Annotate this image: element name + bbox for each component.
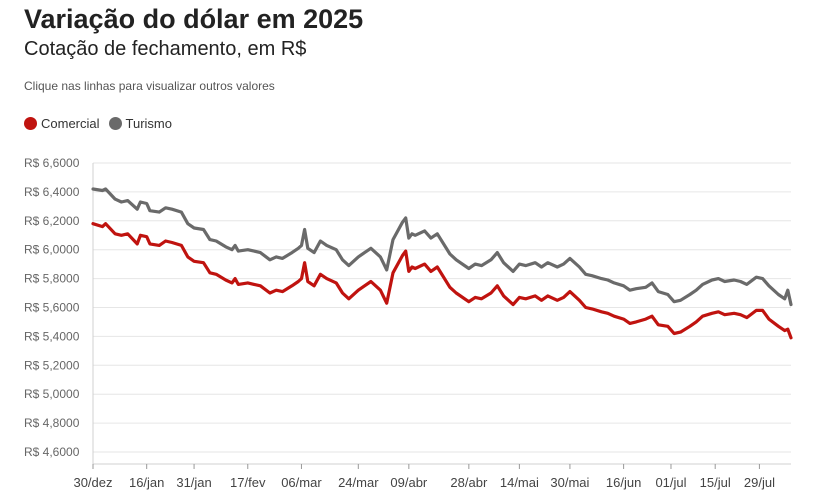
y-tick-label: R$ 4,8000 [24, 416, 80, 430]
x-tick-label: 06/mar [281, 475, 322, 490]
x-tick-label: 30/dez [73, 475, 112, 490]
series-line-comercial[interactable] [91, 222, 793, 340]
y-tick-label: R$ 6,4000 [24, 185, 80, 199]
x-tick-label: 30/mai [550, 475, 589, 490]
x-tick-label: 15/jul [700, 475, 731, 490]
chart-grid [92, 162, 791, 465]
chart-lines [91, 187, 793, 340]
x-tick-label: 16/jun [606, 475, 641, 490]
legend: Comercial Turismo [24, 116, 181, 131]
legend-label-turismo: Turismo [125, 116, 172, 131]
chart-hint: Clique nas linhas para visualizar outros… [24, 79, 275, 93]
y-tick-label: R$ 5,0000 [24, 387, 80, 401]
chart-subtitle: Cotação de fechamento, em R$ [24, 38, 307, 60]
y-tick-label: R$ 4,6000 [24, 445, 80, 459]
x-tick-label: 29/jul [744, 475, 775, 490]
legend-label-comercial: Comercial [41, 116, 100, 131]
chart-title: Variação do dólar em 2025 [24, 4, 364, 34]
legend-swatch-turismo [108, 117, 122, 130]
x-axis: 30/dez 16/jan 31/jan 17/fev 06/mar 24/mar 09/a… [73, 464, 775, 490]
y-tick-label: R$ 6,0000 [24, 243, 80, 257]
legend-item-comercial[interactable]: Comercial [24, 116, 100, 131]
legend-swatch-comercial [24, 117, 37, 130]
x-tick-label: 17/fev [230, 475, 266, 490]
x-tick-label: 14/mai [500, 475, 539, 490]
legend-item-turismo[interactable]: Turismo [108, 116, 172, 131]
y-tick-label: R$ 5,8000 [24, 272, 80, 286]
y-tick-label: R$ 6,6000 [24, 156, 80, 170]
x-tick-label: 16/jan [129, 475, 164, 490]
y-tick-label: R$ 6,2000 [24, 214, 80, 228]
x-tick-label: 28/abr [450, 475, 488, 490]
y-axis: R$ 6,6000 R$ 6,4000 R$ 6,2000 R$ 6,0000 R$ 5… [24, 156, 80, 459]
x-tick-label: 31/jan [176, 475, 211, 490]
x-tick-label: 09/abr [390, 475, 428, 490]
x-tick-label: 24/mar [338, 475, 379, 490]
x-tick-label: 01/jul [655, 475, 686, 490]
y-tick-label: R$ 5,6000 [24, 301, 80, 315]
y-tick-label: R$ 5,2000 [24, 358, 80, 372]
y-tick-label: R$ 5,4000 [24, 329, 80, 343]
series-line-turismo[interactable] [91, 187, 793, 307]
